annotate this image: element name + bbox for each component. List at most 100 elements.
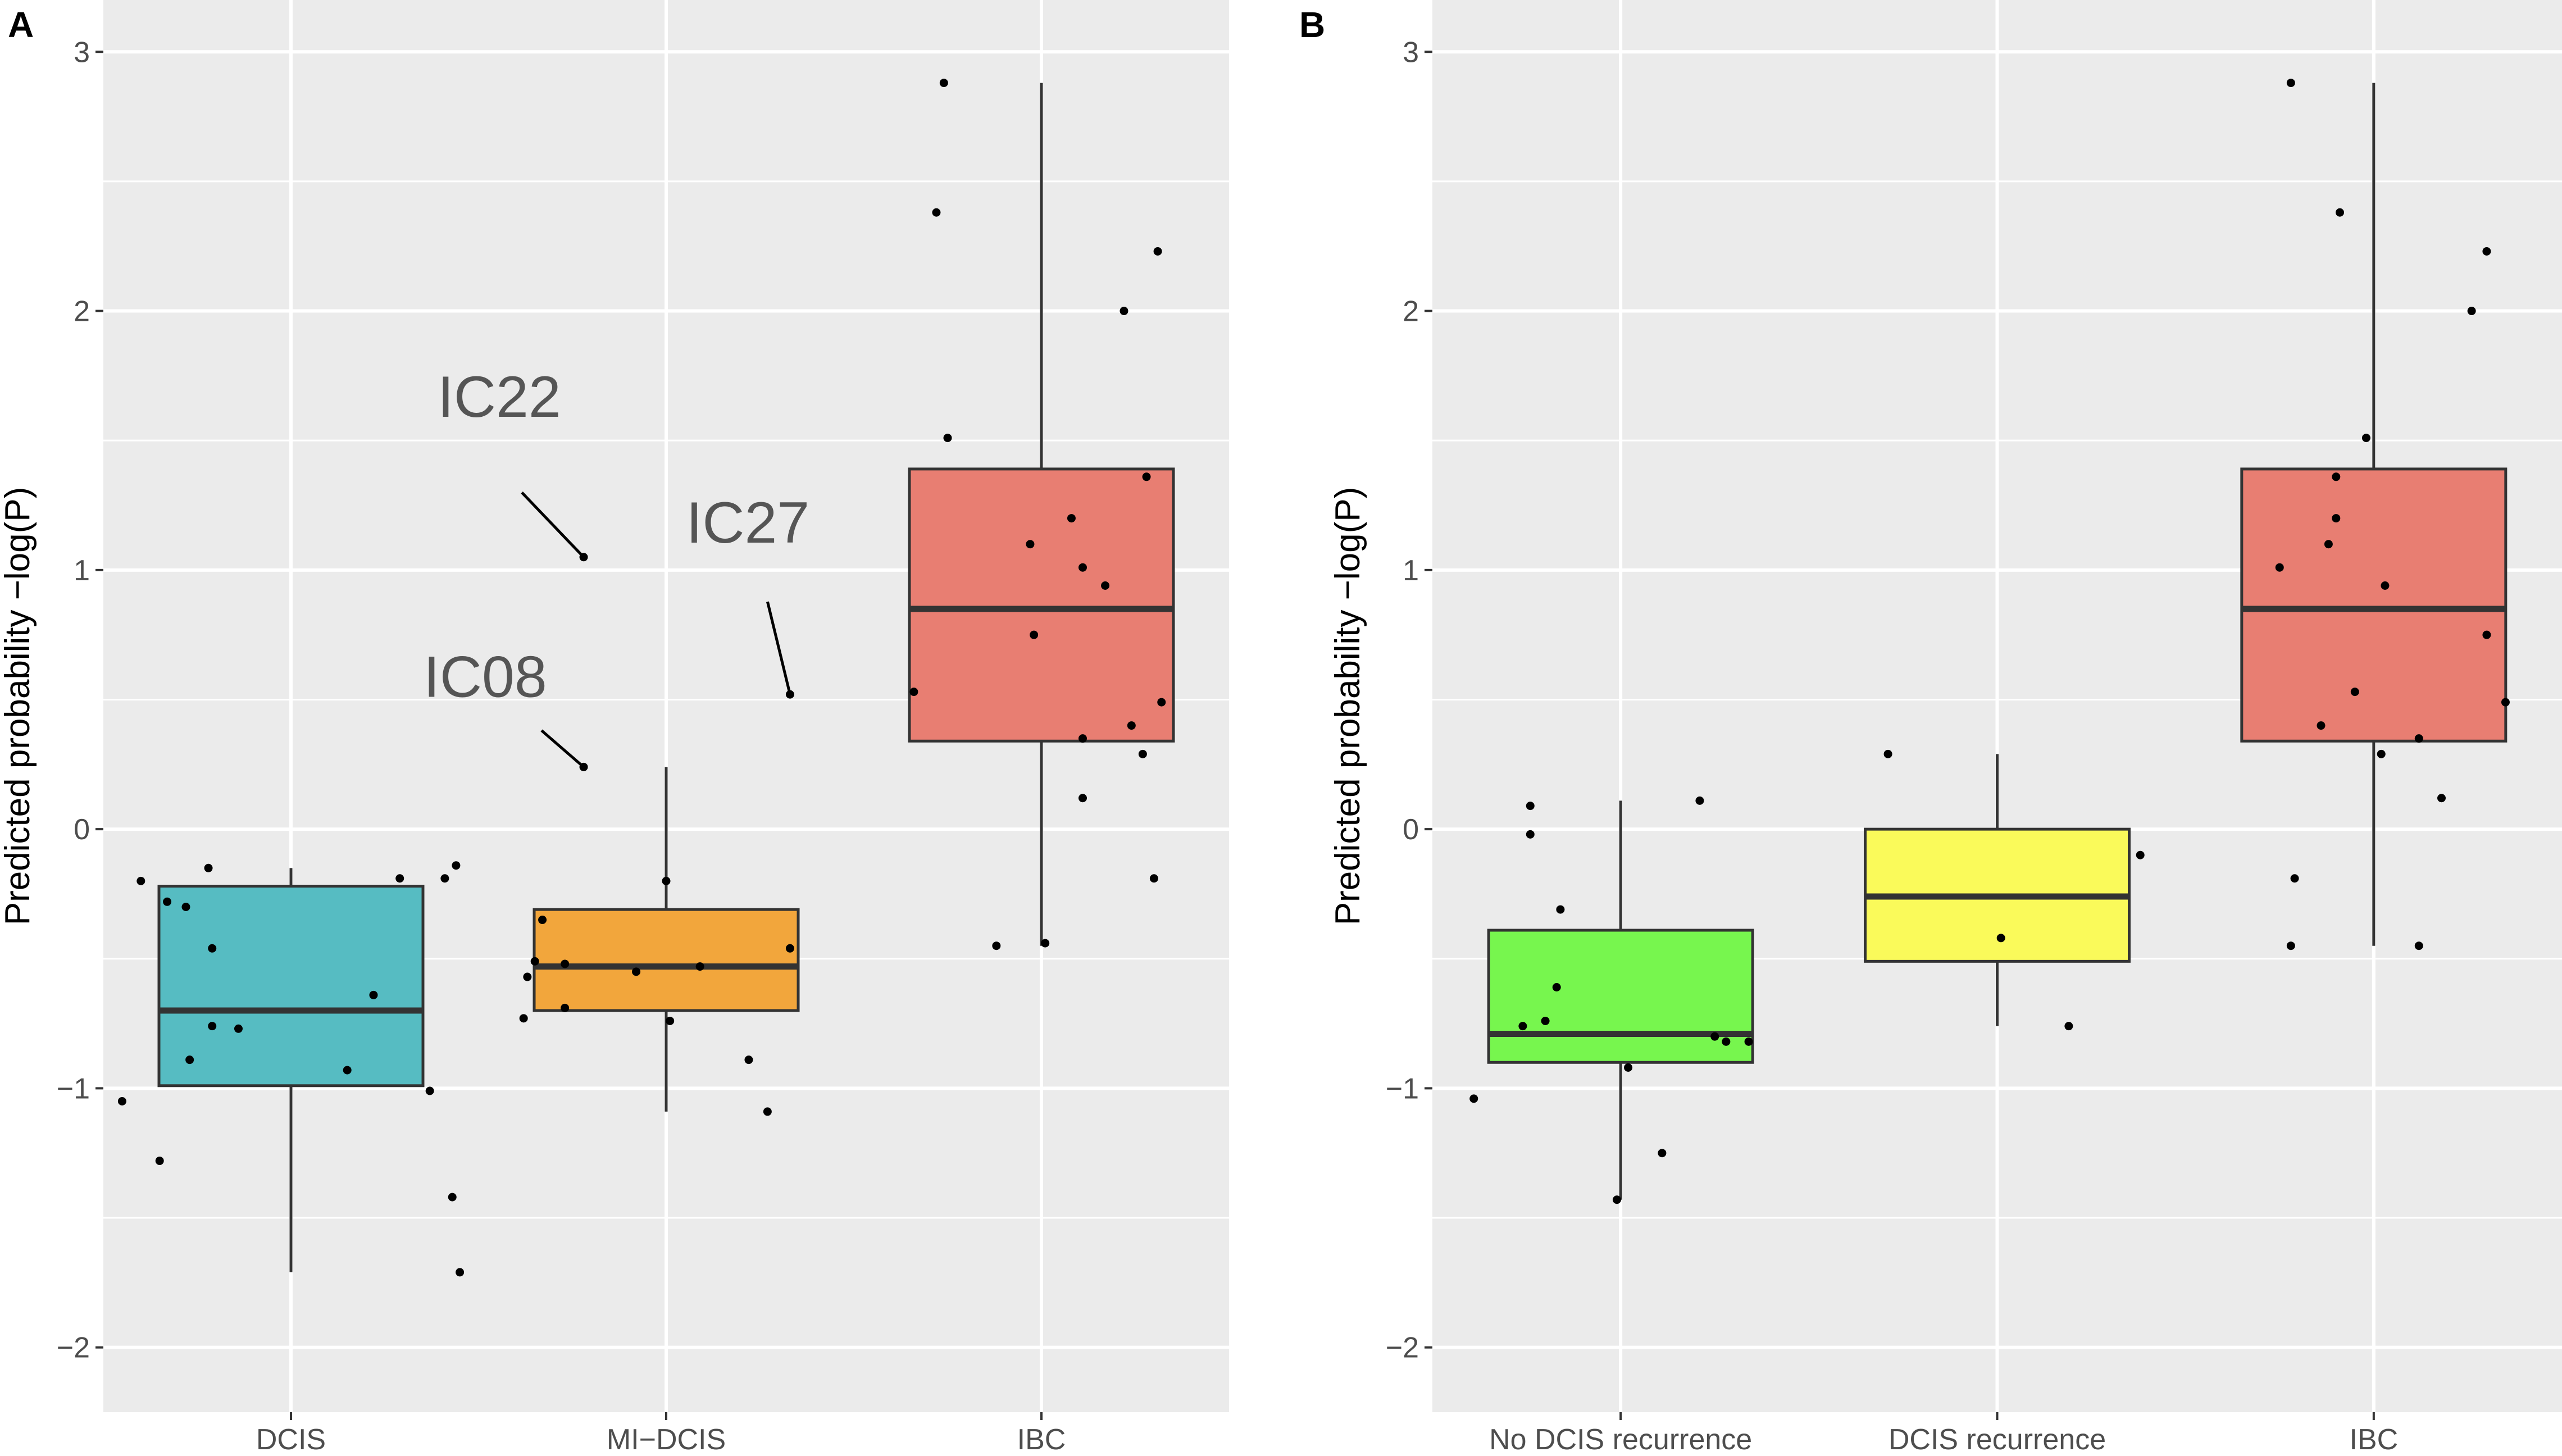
annotation-label-ic22: IC22 <box>438 365 561 430</box>
box-dcis-recurrence <box>1864 749 2145 1031</box>
data-point <box>343 1066 352 1075</box>
data-point <box>666 1016 675 1025</box>
y-tick-label: 0 <box>74 813 90 846</box>
box-no-dcis-recurrence <box>1469 796 1754 1204</box>
y-tick-label: 3 <box>1403 36 1419 69</box>
data-point <box>523 972 532 981</box>
annotation-label-ic27: IC27 <box>686 490 809 556</box>
data-point <box>2361 434 2370 443</box>
box-ibc <box>908 79 1175 950</box>
data-point <box>185 1055 194 1064</box>
data-point <box>1127 721 1136 730</box>
x-tick-label-ibc: IBC <box>2349 1423 2398 1456</box>
data-point <box>695 962 704 971</box>
data-point <box>1469 1094 1478 1103</box>
data-point <box>2136 850 2145 859</box>
data-point <box>1078 734 1087 743</box>
box-ibc <box>2240 79 2510 950</box>
panel-letter: B <box>1299 4 1325 45</box>
data-point <box>2467 307 2476 316</box>
y-tick-label: −1 <box>57 1072 90 1105</box>
box-mi-dcis <box>519 553 800 1116</box>
data-point <box>2336 208 2345 217</box>
x-tick-label-mi-dcis: MI−DCIS <box>607 1423 726 1456</box>
data-point <box>1518 1022 1527 1031</box>
data-point <box>2377 749 2386 758</box>
data-point <box>1078 794 1087 803</box>
data-point <box>1120 307 1128 316</box>
y-tick-label: −2 <box>57 1332 90 1364</box>
box-iqr <box>908 467 1175 743</box>
data-point <box>662 876 671 885</box>
annotation-leader-ic22 <box>521 492 585 558</box>
data-point <box>744 1055 753 1064</box>
x-tick-label-no-dcis-recurrence: No DCIS recurrence <box>1489 1423 1752 1456</box>
data-point <box>1149 874 1158 883</box>
data-point <box>2332 514 2341 523</box>
y-tick-label: 0 <box>1403 813 1419 846</box>
data-point <box>1552 982 1561 991</box>
data-point <box>2414 734 2423 743</box>
data-point <box>1101 581 1110 590</box>
data-point <box>1526 802 1535 811</box>
data-point <box>163 897 172 906</box>
data-point <box>519 1014 528 1023</box>
y-tick-label: 2 <box>1403 295 1419 328</box>
data-point <box>2482 247 2491 256</box>
data-point <box>932 208 941 217</box>
data-point <box>1710 1032 1719 1041</box>
data-point <box>1157 698 1166 707</box>
data-point <box>1722 1037 1731 1046</box>
box-iqr <box>157 885 425 1088</box>
data-point <box>2482 630 2491 639</box>
y-tick-label: −1 <box>1386 1072 1419 1105</box>
data-point <box>1078 563 1087 572</box>
data-point <box>1658 1149 1667 1158</box>
data-point <box>369 990 378 999</box>
data-point <box>1612 1195 1621 1204</box>
panel-b: −2 −1 0 1 2 3 No DCIS recurrence DCIS recurrenc… <box>1299 0 2562 1456</box>
data-point <box>561 1003 570 1012</box>
data-point <box>448 1193 457 1202</box>
data-point <box>1138 749 1147 758</box>
data-point <box>181 902 190 911</box>
data-point <box>763 1107 772 1116</box>
data-point <box>452 861 461 870</box>
data-point <box>155 1157 164 1166</box>
data-point <box>2324 540 2333 549</box>
data-point <box>992 941 1001 950</box>
box-dcis <box>117 861 465 1277</box>
data-point <box>117 1096 126 1105</box>
data-point <box>2501 698 2510 707</box>
data-point <box>2350 688 2359 697</box>
data-point <box>943 434 952 443</box>
data-point <box>785 944 794 953</box>
data-point <box>2332 472 2341 481</box>
data-point <box>2064 1022 2073 1031</box>
data-point <box>208 1022 217 1031</box>
y-tick-label: −2 <box>1386 1332 1419 1364</box>
data-point <box>538 916 547 925</box>
x-tick-label-ibc: IBC <box>1017 1423 1066 1456</box>
data-point <box>1026 540 1035 549</box>
data-point <box>2414 941 2423 950</box>
data-point <box>2275 563 2284 572</box>
data-point <box>1153 247 1162 256</box>
data-point <box>909 688 918 697</box>
data-point <box>1142 472 1151 481</box>
box-iqr <box>1487 929 1754 1064</box>
data-point <box>1041 939 1050 948</box>
data-point <box>440 874 449 883</box>
data-point <box>2286 941 2295 950</box>
annotation-label-ic08: IC08 <box>424 644 547 709</box>
y-axis-title: Predicted probability −log(P) <box>1328 487 1367 926</box>
box-iqr <box>2240 467 2508 743</box>
data-point <box>425 1086 434 1095</box>
y-tick-label: 1 <box>1403 554 1419 587</box>
data-point <box>1624 1063 1633 1072</box>
data-point <box>1067 514 1076 523</box>
data-point <box>2437 794 2446 803</box>
data-point <box>1541 1016 1550 1025</box>
data-point <box>456 1268 465 1277</box>
